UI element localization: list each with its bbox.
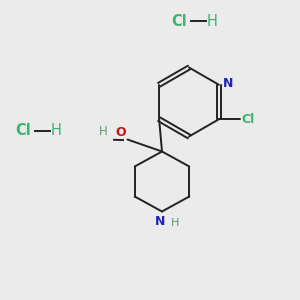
Text: Cl: Cl bbox=[15, 123, 31, 138]
Text: H: H bbox=[170, 218, 179, 228]
Text: N: N bbox=[155, 215, 166, 228]
Text: H: H bbox=[51, 123, 62, 138]
Text: N: N bbox=[223, 77, 233, 90]
Text: H: H bbox=[207, 14, 218, 28]
Text: Cl: Cl bbox=[242, 113, 255, 126]
Text: O: O bbox=[116, 126, 126, 139]
Text: Cl: Cl bbox=[171, 14, 187, 28]
Text: H: H bbox=[99, 125, 108, 138]
